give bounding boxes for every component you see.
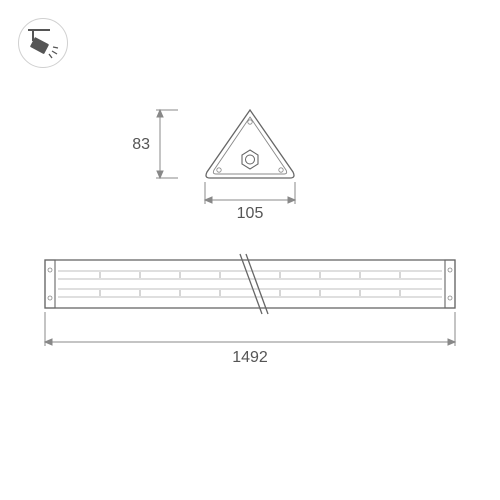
dim-length (45, 312, 455, 346)
side-view (45, 254, 455, 314)
technical-drawing: 83 105 (0, 100, 500, 430)
dim-height-label: 83 (132, 136, 150, 153)
end-view (206, 110, 294, 178)
spotlight-glyph (26, 26, 60, 60)
dim-length-label: 1492 (232, 349, 268, 366)
dim-width-label: 105 (237, 205, 264, 222)
dim-height (156, 110, 178, 178)
drawing-svg: 83 105 (0, 100, 500, 430)
spotlight-icon (18, 18, 68, 68)
dim-width (205, 182, 295, 204)
